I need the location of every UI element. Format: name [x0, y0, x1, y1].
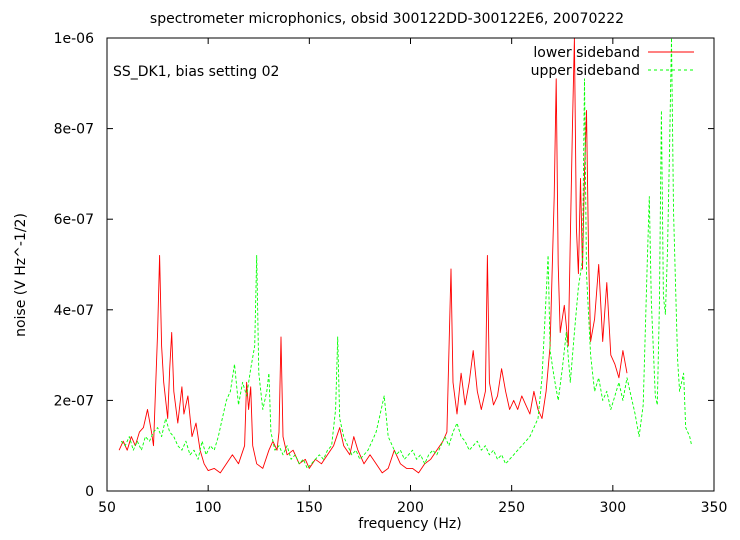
- series-line-lower-sideband: [118, 37, 628, 474]
- legend-label-lower-sideband: lower sideband: [533, 45, 640, 61]
- x-tick-label: 350: [701, 500, 728, 516]
- y-tick-label: 2e-07: [54, 393, 94, 409]
- y-tick-label: 0: [85, 484, 94, 500]
- x-tick-label: 50: [98, 500, 116, 516]
- x-tick-label: 200: [397, 500, 424, 516]
- x-tick-label: 250: [498, 500, 525, 516]
- legend: lower sideband upper sideband: [531, 45, 694, 79]
- chart-title: spectrometer microphonics, obsid 300122D…: [150, 11, 624, 27]
- x-tick-label: 100: [195, 500, 222, 516]
- y-tick-label: 4e-07: [54, 303, 94, 319]
- x-tick-label: 300: [599, 500, 626, 516]
- tick-labels-layer: 50 100 150 200 250 300 350 0 2e-07 4e-07 6e-07 8e-0…: [54, 31, 728, 516]
- y-tick-label: 1e-06: [54, 31, 94, 47]
- series-line-upper-sideband: [120, 37, 693, 469]
- plot-frame: [106, 37, 715, 492]
- legend-label-upper-sideband: upper sideband: [531, 63, 640, 79]
- series-layer: [118, 37, 693, 474]
- chart-annotation: SS_DK1, bias setting 02: [113, 64, 279, 80]
- x-tick-label: 150: [296, 500, 323, 516]
- ticks-layer: [106, 37, 715, 492]
- y-tick-label: 8e-07: [54, 122, 94, 138]
- y-tick-label: 6e-07: [54, 212, 94, 228]
- y-axis-label: noise (V Hz^-1/2): [13, 213, 29, 337]
- x-axis-label: frequency (Hz): [358, 516, 461, 532]
